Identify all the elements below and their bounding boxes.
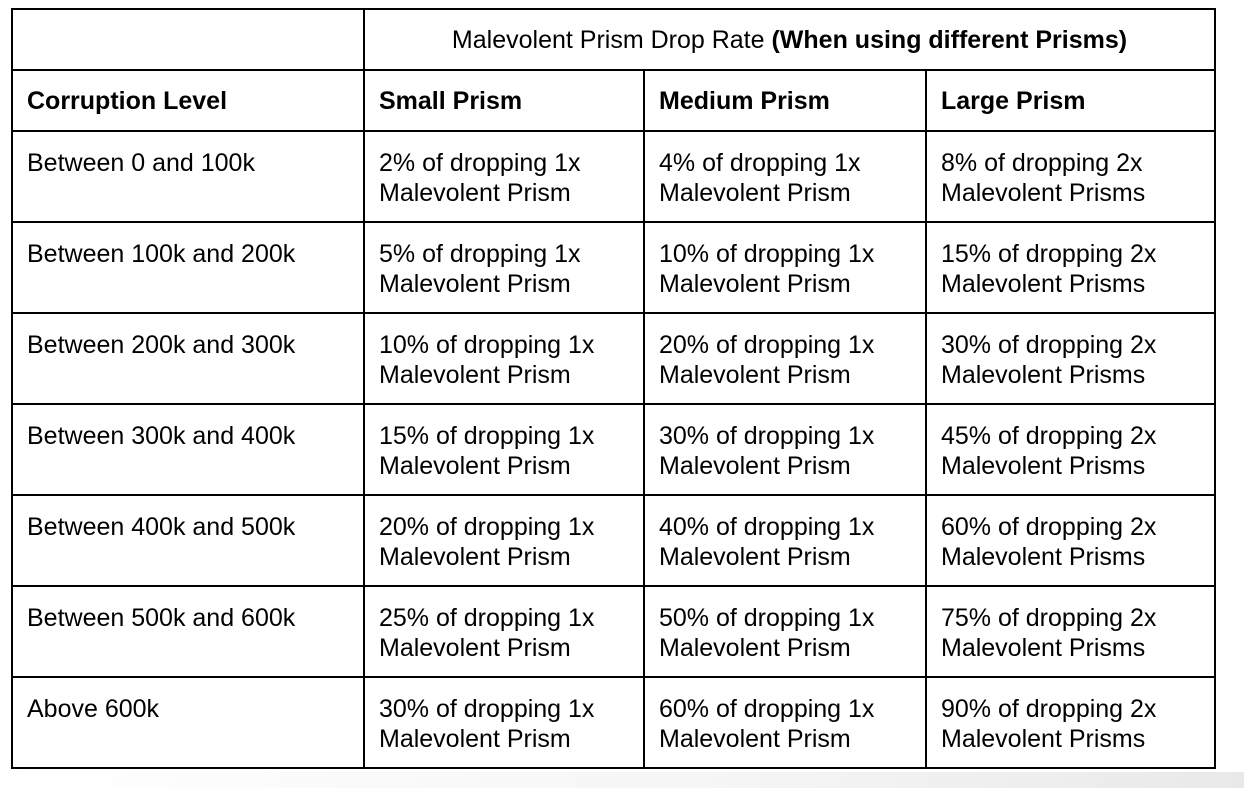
drop-item-line: Malevolent Prism — [659, 270, 851, 298]
drop-chance-line: 15% of dropping 2x — [941, 240, 1157, 268]
drop-item-line: Malevolent Prism — [379, 634, 571, 662]
drop-item-line: Malevolent Prisms — [941, 270, 1146, 298]
header-medium-prism: Medium Prism — [643, 69, 927, 132]
drop-chance-line: 50% of dropping 1x — [659, 604, 875, 632]
drop-chance-line: 75% of dropping 2x — [941, 604, 1157, 632]
corruption-level-cell: Between 500k and 600k — [11, 585, 365, 678]
drop-chance-line: 8% of dropping 2x — [941, 149, 1143, 177]
medium-prism-cell: 10% of dropping 1x Malevolent Prism — [643, 221, 927, 314]
drop-chance-line: 5% of dropping 1x — [379, 240, 581, 268]
drop-item-line: Malevolent Prism — [379, 452, 571, 480]
small-prism-cell: 25% of dropping 1x Malevolent Prism — [363, 585, 645, 678]
drop-item-line: Malevolent Prisms — [941, 179, 1146, 207]
table-row: Above 600k 30% of dropping 1x Malevolent … — [11, 676, 1217, 769]
drop-chance-line: 20% of dropping 1x — [379, 513, 595, 541]
drop-item-line: Malevolent Prism — [379, 725, 571, 753]
corruption-level-cell: Between 100k and 200k — [11, 221, 365, 314]
drop-item-line: Malevolent Prism — [379, 179, 571, 207]
table-row: Between 500k and 600k 25% of dropping 1x… — [11, 585, 1217, 678]
large-prism-cell: 30% of dropping 2x Malevolent Prisms — [924, 312, 1217, 405]
drop-item-line: Malevolent Prisms — [941, 543, 1146, 571]
drop-item-line: Malevolent Prism — [659, 361, 851, 389]
drop-item-line: Malevolent Prism — [659, 634, 851, 662]
large-prism-cell: 8% of dropping 2x Malevolent Prisms — [924, 130, 1217, 223]
table-row: Between 100k and 200k 5% of dropping 1x M… — [11, 221, 1217, 314]
drop-chance-line: 10% of dropping 1x — [379, 331, 595, 359]
drop-chance-line: 30% of dropping 1x — [659, 422, 875, 450]
drop-chance-line: 60% of dropping 1x — [659, 695, 875, 723]
drop-item-line: Malevolent Prisms — [941, 452, 1146, 480]
header-large-prism: Large Prism — [924, 69, 1217, 132]
drop-item-line: Malevolent Prism — [379, 270, 571, 298]
small-prism-cell: 2% of dropping 1x Malevolent Prism — [363, 130, 645, 223]
page-edge-shadow — [0, 772, 1244, 788]
medium-prism-cell: 30% of dropping 1x Malevolent Prism — [643, 403, 927, 496]
medium-prism-cell: 4% of dropping 1x Malevolent Prism — [643, 130, 927, 223]
drop-chance-line: 30% of dropping 2x — [941, 331, 1157, 359]
drop-chance-line: 40% of dropping 1x — [659, 513, 875, 541]
corruption-level-cell: Above 600k — [11, 676, 365, 769]
drop-chance-line: 30% of dropping 1x — [379, 695, 595, 723]
large-prism-cell: 90% of dropping 2x Malevolent Prisms — [924, 676, 1217, 769]
drop-rate-table: Malevolent Prism Drop Rate (When using d… — [11, 8, 1217, 769]
drop-item-line: Malevolent Prisms — [941, 725, 1146, 753]
super-header-bold: (When using different Prisms) — [771, 25, 1128, 54]
corruption-level-cell: Between 400k and 500k — [11, 494, 365, 587]
large-prism-cell: 45% of dropping 2x Malevolent Prisms — [924, 403, 1217, 496]
super-header-normal: Malevolent Prism Drop Rate — [451, 25, 772, 54]
drop-chance-line: 15% of dropping 1x — [379, 422, 595, 450]
drop-item-line: Malevolent Prism — [659, 452, 851, 480]
medium-prism-cell: 60% of dropping 1x Malevolent Prism — [643, 676, 927, 769]
drop-chance-line: 10% of dropping 1x — [659, 240, 875, 268]
drop-chance-line: 20% of dropping 1x — [659, 331, 875, 359]
corruption-level-cell: Between 0 and 100k — [11, 130, 365, 223]
drop-item-line: Malevolent Prism — [659, 725, 851, 753]
table-row: Between 400k and 500k 20% of dropping 1x… — [11, 494, 1217, 587]
medium-prism-cell: 20% of dropping 1x Malevolent Prism — [643, 312, 927, 405]
header-corruption-level: Corruption Level — [11, 69, 365, 132]
drop-chance-line: 90% of dropping 2x — [941, 695, 1157, 723]
header-small-prism: Small Prism — [363, 69, 645, 132]
large-prism-cell: 60% of dropping 2x Malevolent Prisms — [924, 494, 1217, 587]
drop-chance-line: 25% of dropping 1x — [379, 604, 595, 632]
drop-item-line: Malevolent Prism — [379, 361, 571, 389]
drop-rate-super-header: Malevolent Prism Drop Rate (When using d… — [362, 8, 1217, 71]
corruption-level-cell: Between 300k and 400k — [11, 403, 365, 496]
column-header-row: Corruption Level Small Prism Medium Pris… — [11, 69, 1217, 132]
large-prism-cell: 75% of dropping 2x Malevolent Prisms — [924, 585, 1217, 678]
drop-chance-line: 2% of dropping 1x — [379, 149, 581, 177]
drop-item-line: Malevolent Prism — [659, 179, 851, 207]
drop-chance-line: 45% of dropping 2x — [941, 422, 1157, 450]
medium-prism-cell: 40% of dropping 1x Malevolent Prism — [643, 494, 927, 587]
super-header-row: Malevolent Prism Drop Rate (When using d… — [11, 8, 1217, 71]
small-prism-cell: 5% of dropping 1x Malevolent Prism — [363, 221, 645, 314]
table-row: Between 200k and 300k 10% of dropping 1x… — [11, 312, 1217, 405]
drop-item-line: Malevolent Prisms — [941, 634, 1146, 662]
small-prism-cell: 15% of dropping 1x Malevolent Prism — [363, 403, 645, 496]
drop-item-line: Malevolent Prisms — [941, 361, 1146, 389]
small-prism-cell: 30% of dropping 1x Malevolent Prism — [363, 676, 645, 769]
small-prism-cell: 20% of dropping 1x Malevolent Prism — [363, 494, 645, 587]
large-prism-cell: 15% of dropping 2x Malevolent Prisms — [924, 221, 1217, 314]
empty-corner-cell — [11, 8, 365, 71]
medium-prism-cell: 50% of dropping 1x Malevolent Prism — [643, 585, 927, 678]
corruption-level-cell: Between 200k and 300k — [11, 312, 365, 405]
drop-item-line: Malevolent Prism — [379, 543, 571, 571]
small-prism-cell: 10% of dropping 1x Malevolent Prism — [363, 312, 645, 405]
drop-chance-line: 4% of dropping 1x — [659, 149, 861, 177]
drop-item-line: Malevolent Prism — [659, 543, 851, 571]
table-row: Between 0 and 100k 2% of dropping 1x Male… — [11, 130, 1217, 223]
drop-chance-line: 60% of dropping 2x — [941, 513, 1157, 541]
table-row: Between 300k and 400k 15% of dropping 1x… — [11, 403, 1217, 496]
